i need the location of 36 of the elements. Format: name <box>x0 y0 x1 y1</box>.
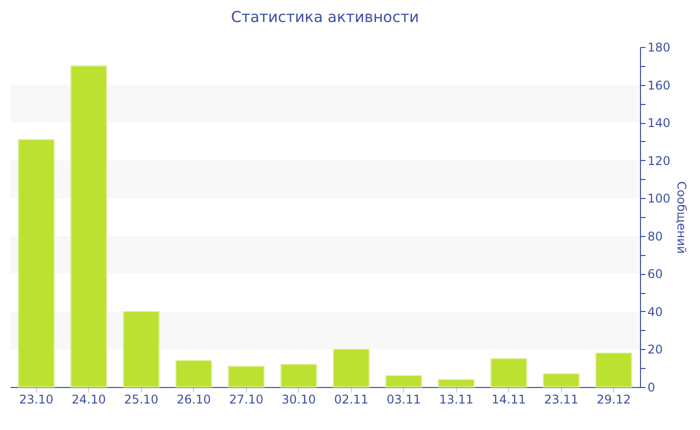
y-tick-label: 0 <box>648 380 656 394</box>
x-tick-label: 23.11 <box>544 392 578 406</box>
y-tick-label: 160 <box>648 78 670 92</box>
chart-title: Статистика активности <box>231 8 419 26</box>
bar <box>332 348 370 388</box>
bar <box>228 366 265 388</box>
y-tick-label: 100 <box>648 192 670 206</box>
y-tick-label: 120 <box>648 154 670 168</box>
y-tick-label: 180 <box>648 40 670 54</box>
bar <box>595 352 632 388</box>
bar <box>18 139 55 388</box>
x-tick-label: 30.10 <box>282 392 316 406</box>
bar <box>438 378 475 388</box>
bar <box>385 375 422 388</box>
x-tick-label: 14.11 <box>492 392 526 406</box>
bar <box>175 360 212 388</box>
bar <box>122 310 160 388</box>
y-tick-label: 80 <box>648 229 663 244</box>
x-tick-label: 23.10 <box>19 392 54 406</box>
x-tick-label: 26.10 <box>176 392 211 406</box>
x-tick-label: 27.10 <box>229 392 264 406</box>
y-tick-label: 60 <box>648 267 663 282</box>
bar <box>542 373 580 388</box>
x-tick-label: 25.10 <box>124 392 158 406</box>
x-tick-label: 29.12 <box>596 392 631 406</box>
x-tick-label: 13.11 <box>439 392 474 406</box>
x-tick-label: 03.11 <box>386 392 421 406</box>
y-tick-label: 20 <box>648 342 663 357</box>
x-tick-label: 02.11 <box>334 392 368 406</box>
bar <box>280 364 318 388</box>
y-axis-title: Сообщений <box>674 181 688 254</box>
y-tick-label: 40 <box>648 304 663 319</box>
y-tick-label: 140 <box>648 116 670 130</box>
bar <box>70 65 108 388</box>
x-tick-label: 24.10 <box>72 392 106 406</box>
bar <box>490 358 528 388</box>
